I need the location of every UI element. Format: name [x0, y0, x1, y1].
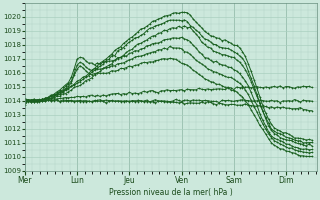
X-axis label: Pression niveau de la mer( hPa ): Pression niveau de la mer( hPa ): [109, 188, 233, 197]
